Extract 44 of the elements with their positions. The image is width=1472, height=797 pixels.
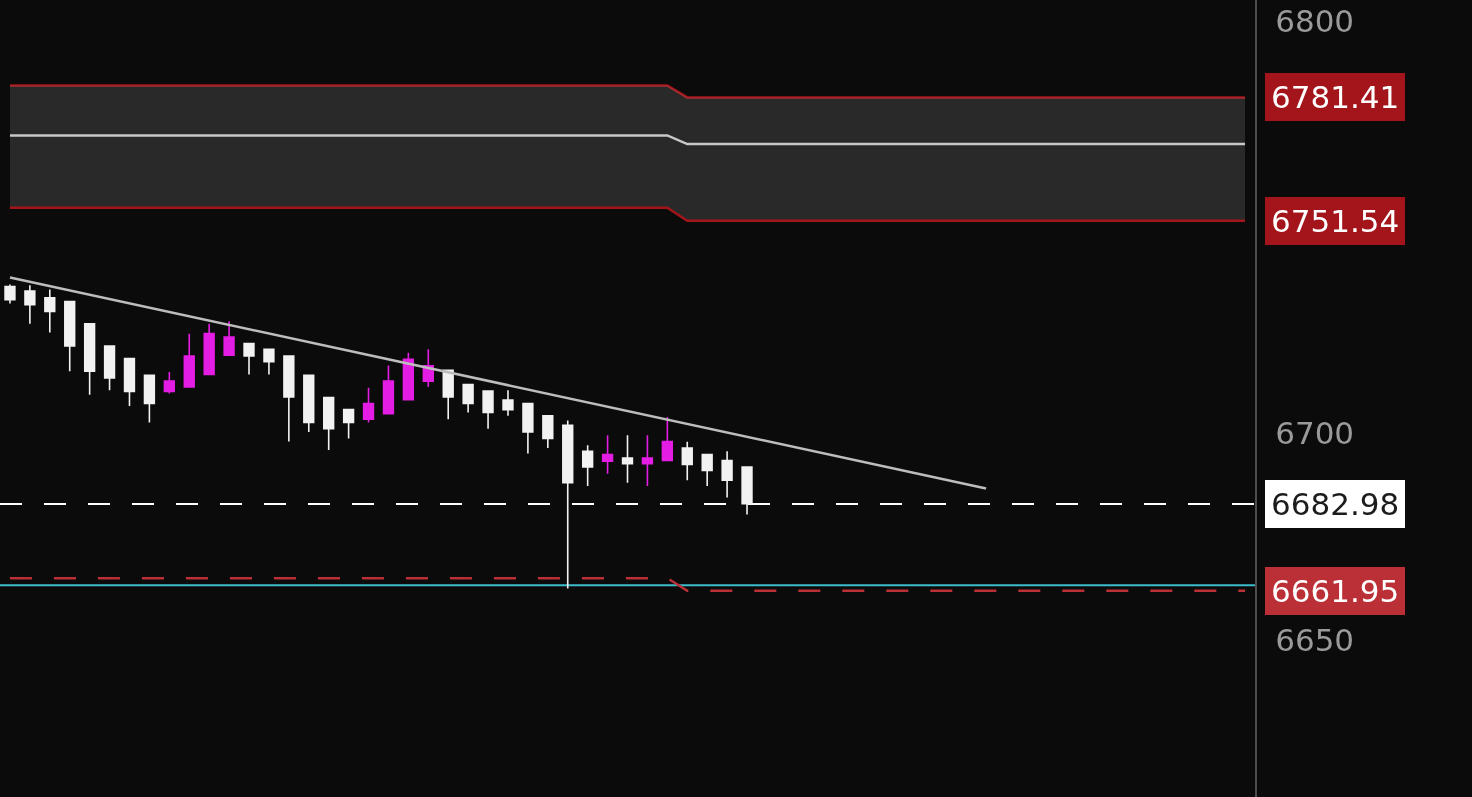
candlestick	[621, 434, 634, 484]
data-label: 6751.54	[1271, 203, 1400, 239]
candlestick	[362, 386, 375, 424]
candlestick	[203, 322, 215, 376]
candlestick	[4, 283, 16, 305]
candlestick	[741, 466, 753, 516]
candlestick	[701, 453, 713, 487]
candlestick	[263, 348, 275, 376]
candlestick	[641, 434, 654, 487]
candlestick	[64, 300, 76, 373]
candlestick	[581, 444, 594, 487]
candlestick	[601, 434, 614, 475]
candlestick	[462, 383, 474, 414]
candlestick	[223, 320, 235, 356]
candlestick	[123, 357, 136, 407]
y-tick-label: 6650	[1275, 621, 1355, 658]
candlestick	[342, 408, 355, 440]
y-tick-label: 6800	[1275, 2, 1355, 39]
candlestick	[303, 374, 315, 433]
candlestick	[442, 369, 454, 420]
data-label: 6661.95	[1271, 573, 1400, 609]
candlestick	[502, 389, 514, 417]
candlestick	[562, 419, 574, 590]
candlestick	[323, 396, 335, 451]
y-tick-label: 6700	[1275, 415, 1355, 452]
candlestick	[482, 390, 494, 430]
candlestick	[103, 345, 116, 392]
candlestick	[382, 364, 395, 415]
data-label: 6781.41	[1271, 79, 1400, 115]
candlestick	[44, 288, 56, 334]
candlestick	[143, 374, 156, 424]
candlestick	[283, 355, 295, 443]
candlestick	[522, 402, 534, 455]
candlestick	[542, 415, 554, 449]
ref-line-label: 6682.98	[1271, 486, 1400, 522]
candlestick	[24, 284, 36, 325]
candlestick	[243, 342, 255, 376]
candlestick	[681, 441, 693, 482]
candlestick	[721, 450, 733, 499]
candlestick	[402, 351, 415, 401]
candlestick	[661, 416, 674, 462]
candlestick	[183, 332, 195, 388]
candlestick	[163, 371, 176, 395]
candlestick	[83, 322, 96, 396]
